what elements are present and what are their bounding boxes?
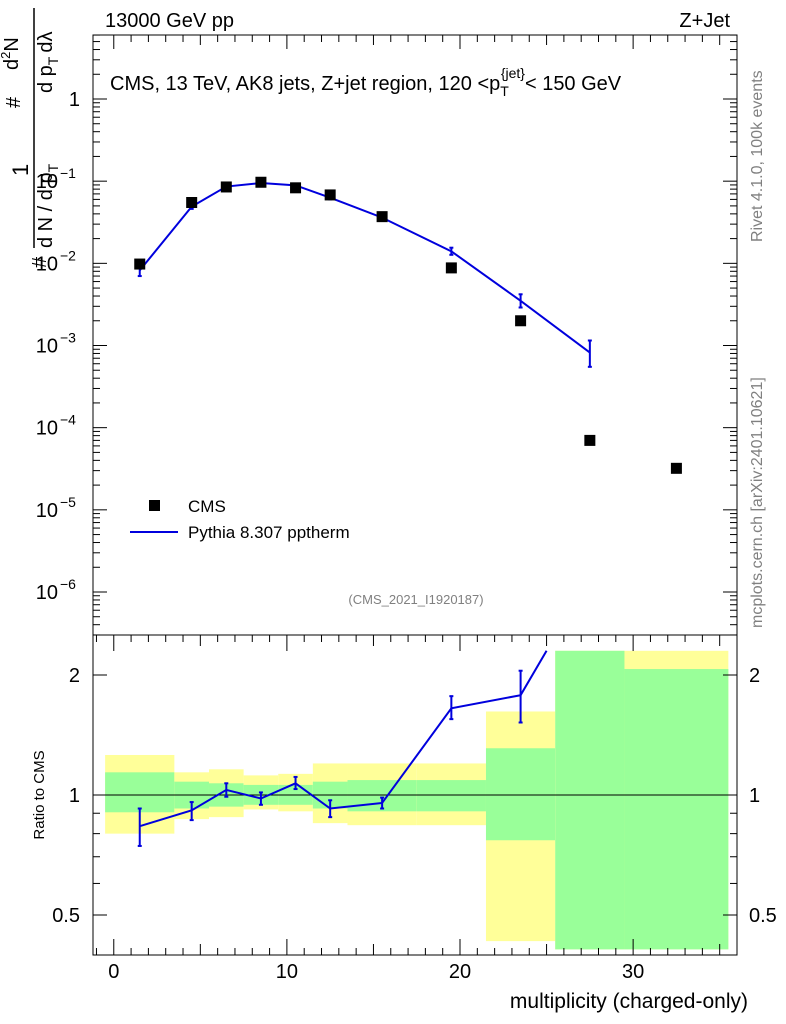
x-tick-label: 20	[449, 961, 471, 983]
data-point	[515, 315, 527, 327]
data-point	[376, 211, 388, 223]
main-y-tick-label: 10	[36, 336, 58, 358]
ratio-ticks: 2 2 1 1 0.5 0.5	[52, 665, 777, 927]
ratio-panel: 2 2 1 1 0.5 0.5 0 10 20 30 Ratio to CMS multipli…	[31, 634, 777, 1013]
band-stat	[485, 748, 556, 841]
title-sub: T	[500, 83, 509, 99]
main-y-tick-label: 10	[36, 582, 58, 604]
mc-error-bars	[137, 180, 592, 368]
data-point	[220, 181, 232, 193]
main-y-tick-label: 10	[36, 253, 58, 275]
ratio-uncertainty-bands	[105, 650, 729, 950]
band-stat	[555, 650, 625, 950]
ratio-ylabel: Ratio to CMS	[31, 750, 48, 839]
legend: CMS Pythia 8.307 pptherm	[130, 497, 350, 542]
main-y-tick-exponent: −6	[60, 576, 76, 592]
ylabel-num: d2N	[0, 37, 23, 70]
analysis-id: (CMS_2021_I1920187)	[348, 592, 483, 607]
title-before: CMS, 13 TeV, AK8 jets, Z+jet region, 120…	[110, 73, 500, 95]
data-point	[255, 176, 267, 188]
data-point	[290, 182, 302, 194]
ratio-series-line	[139, 650, 548, 828]
ratio-y-tick-label-left: 2	[69, 665, 80, 687]
main-ylabel: # 1 d N / d pT # d2N d pTdλ	[0, 8, 61, 268]
main-y-tick-exponent: −3	[60, 330, 76, 346]
chart-title: CMS, 13 TeV, AK8 jets, Z+jet region, 120…	[110, 65, 622, 99]
main-y-tick-label: 10	[36, 171, 58, 193]
legend-data-label: CMS	[188, 497, 226, 516]
main-minor-ticks	[93, 34, 737, 636]
data-point	[584, 434, 596, 446]
main-y-tick-exponent: −2	[60, 247, 76, 263]
main-y-ticks: 110−110−210−310−410−510−6	[36, 89, 80, 604]
ratio-y-tick-label-right: 0.5	[749, 905, 777, 927]
legend-data-marker	[149, 500, 160, 511]
legend-mc-label: Pythia 8.307 pptherm	[188, 523, 350, 542]
ylabel-hash-2: #	[3, 96, 25, 108]
ratio-y-tick-label-left: 1	[69, 785, 80, 807]
x-tick-label: 0	[108, 961, 119, 983]
main-y-tick-exponent: −4	[60, 412, 76, 428]
ratio-y-tick-label-right: 2	[749, 665, 760, 687]
rivet-label: Rivet 4.1.0, 100k events	[749, 70, 766, 242]
main-frame	[92, 34, 738, 636]
main-y-tick-label: 1	[69, 89, 80, 111]
ylabel-den: d pTdλ	[35, 32, 61, 94]
band-stat	[105, 772, 175, 813]
header-process: Z+Jet	[679, 10, 730, 32]
data-point	[134, 258, 146, 270]
title-sup: {jet}	[501, 65, 525, 81]
header-energy: 13000 GeV pp	[105, 10, 234, 32]
ratio-y-tick-label-left: 0.5	[52, 905, 80, 927]
main-panel: 110−110−210−310−410−510−6 CMS, 13 TeV, A…	[0, 8, 738, 636]
main-y-tick-exponent: −5	[60, 494, 76, 510]
main-y-tick-exponent: −1	[60, 165, 76, 181]
x-ticks: 0 10 20 30	[95, 635, 721, 983]
x-axis-label: multiplicity (charged-only)	[510, 990, 748, 1013]
ylabel-dn: d N / d pT	[35, 163, 61, 248]
data-markers	[134, 176, 682, 474]
band-stat	[416, 780, 486, 812]
title-after: < 150 GeV	[525, 73, 622, 95]
x-tick-label: 30	[622, 961, 644, 983]
x-tick-label: 10	[276, 961, 298, 983]
main-y-tick-label: 10	[36, 418, 58, 440]
ratio-error-bars	[137, 669, 523, 847]
data-point	[445, 262, 457, 274]
data-point	[186, 197, 198, 209]
data-point	[670, 462, 682, 474]
mcplots-label: mcplots.cern.ch [arXiv:2401.10621]	[749, 377, 766, 628]
ylabel-one: 1	[8, 164, 33, 176]
mc-series-line	[138, 181, 591, 354]
main-y-tick-label: 10	[36, 500, 58, 522]
ratio-y-tick-label-right: 1	[749, 785, 760, 807]
data-point	[324, 189, 336, 201]
band-stat	[624, 669, 729, 950]
ylabel-hash-1: #	[29, 256, 51, 268]
